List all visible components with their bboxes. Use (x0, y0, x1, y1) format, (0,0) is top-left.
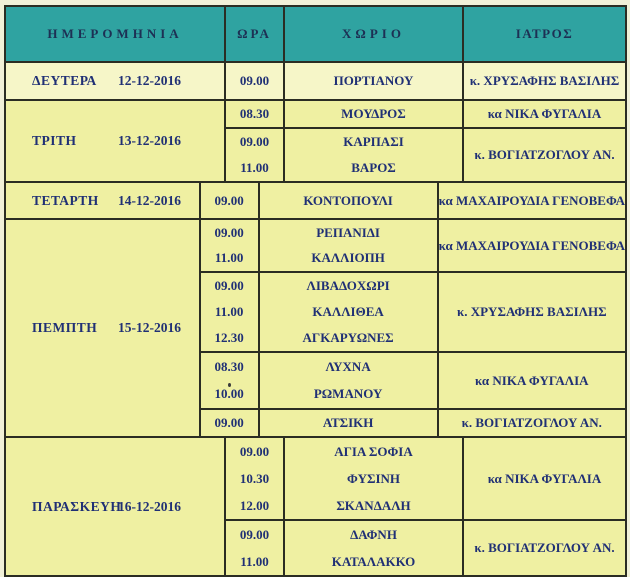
village-name: ΚΑΛΛΙΘΕΑ (312, 304, 384, 319)
date-cell: ΤΕΤΑΡΤΗ 14-12-2016 (6, 183, 201, 218)
doctor-name: κ. ΧΡΥΣΑΦΗΣ ΒΑΣΙΛΗΣ (469, 73, 620, 88)
visit-time: 09.00 (214, 278, 244, 293)
day-group-monday: ΔΕΥΤΕΡΑ 12-12-2016 09.00 ΠΟΡΤΙΑΝΟΥ κ. ΧΡ… (6, 63, 625, 99)
visit-time: 10.00 (214, 386, 244, 402)
village-name: ΠΟΡΤΙΑΝΟΥ (333, 73, 414, 88)
column-header-time: ΩΡΑ (226, 7, 285, 61)
date-cell: ΠΕΜΠΤΗ 15-12-2016 (6, 220, 201, 436)
visit-time: 09.00 (239, 443, 270, 459)
doctor-name: κα ΜΑΧΑΙΡΟΥΔΙΑ ΓΕΝΟΒΕΦΑ (438, 192, 625, 208)
column-header-village: ΧΩΡΙΟ (285, 7, 464, 61)
visit-time: 10.30 (239, 470, 270, 486)
village-name: ΡΕΠΑΝΙΔΙ (316, 224, 380, 240)
day-date: 12-12-2016 (118, 73, 181, 88)
visit-time: 09.00 (214, 192, 244, 208)
doctor-name: κα ΜΑΧΑΙΡΟΥΔΙΑ ΓΕΝΟΒΕΦΑ (438, 237, 625, 253)
day-group-friday: ΠΑΡΑΣΚΕΥΗ 16-12-2016 09.00 10.30 12.00 Α… (6, 436, 625, 575)
village-name: ΦΥΣΙΝΗ (346, 470, 401, 486)
visit-time: 09.00 (239, 134, 270, 149)
visit-time: 09.00 (214, 224, 244, 240)
doctor-name: κ. ΒΟΓΙΑΤΖΟΓΛΟΥ ΑΝ. (474, 147, 615, 162)
visit-row: 09.00 11.00 12.30 ΛΙΒΑΔΟΧΩΡΙ ΚΑΛΛΙΘΕΑ ΑΓ… (200, 271, 625, 351)
village-name: ΛΙΒΑΔΟΧΩΡΙ (306, 278, 390, 293)
scan-speck (228, 383, 231, 387)
village-name: ΜΟΥΔΡΟΣ (341, 106, 406, 121)
visit-time: 11.00 (214, 250, 244, 266)
day-name: ΠΕΜΠΤΗ (32, 320, 98, 335)
doctor-visit-schedule-table: ΗΜΕΡΟΜΗΝΙΑ ΩΡΑ ΧΩΡΙΟ ΙΑΤΡΟΣ ΔΕΥΤΕΡΑ 12-1… (4, 5, 627, 577)
visit-time: 09.00 (239, 526, 270, 542)
date-cell: ΤΡΙΤΗ 13-12-2016 (6, 101, 226, 181)
day-group-thursday: ΠΕΜΠΤΗ 15-12-2016 09.00 11.00 ΡΕΠΑΝΙΔΙ Κ… (6, 218, 625, 436)
table-header-row: ΗΜΕΡΟΜΗΝΙΑ ΩΡΑ ΧΩΡΙΟ ΙΑΤΡΟΣ (6, 7, 625, 63)
visit-row: 09.00 11.00 ΚΑΡΠΑΣΙ ΒΑΡΟΣ κ. ΒΟΓΙΑΤΖΟΓΛΟ… (226, 127, 625, 181)
village-name: ΔΑΦΝΗ (350, 526, 397, 542)
village-name: ΚΑΛΛΙΟΠΗ (311, 250, 385, 266)
visit-time: 08.30 (239, 106, 270, 121)
visit-time: 11.00 (240, 160, 269, 175)
visit-time: 12.00 (239, 497, 270, 513)
day-date: 13-12-2016 (118, 133, 181, 148)
visit-row: 08.30 ΜΟΥΔΡΟΣ κα ΝΙΚΑ ΦΥΓΑΛΙΑ (226, 101, 625, 127)
village-name: ΚΑΡΠΑΣΙ (343, 134, 404, 149)
village-name: ΑΤΣΙΚΗ (322, 415, 374, 430)
visit-row: 08.30 10.00 ΛΥΧΝΑ ΡΩΜΑΝΟΥ κα ΝΙΚΑ ΦΥΓΑΛΙ… (200, 351, 625, 408)
visit-time: 09.00 (214, 415, 244, 430)
visit-row: 09.00 11.00 ΡΕΠΑΝΙΔΙ ΚΑΛΛΙΟΠΗ κα ΜΑΧΑΙΡΟ… (201, 220, 625, 271)
visit-time: 09.00 (239, 73, 270, 88)
date-cell: ΔΕΥΤΕΡΑ 12-12-2016 (6, 63, 226, 99)
doctor-name: κα ΝΙΚΑ ΦΥΓΑΛΙΑ (487, 470, 602, 486)
visit-row: 09.00 ΚΟΝΤΟΠΟΥΛΙ κα ΜΑΧΑΙΡΟΥΔΙΑ ΓΕΝΟΒΕΦΑ (201, 183, 625, 218)
day-name: ΠΑΡΑΣΚΕΥΗ (32, 498, 122, 514)
village-name: ΑΓΙΑ ΣΟΦΙΑ (334, 443, 413, 459)
doctor-name: κα ΝΙΚΑ ΦΥΓΑΛΙΑ (487, 106, 602, 121)
doctor-name: κα ΝΙΚΑ ΦΥΓΑΛΙΑ (475, 372, 589, 388)
visit-time: 11.00 (240, 553, 269, 569)
day-name: ΤΕΤΑΡΤΗ (32, 192, 99, 208)
visit-row: 09.00 11.00 ΔΑΦΝΗ ΚΑΤΑΛΑΚΚΟ κ. ΒΟΓΙΑΤΖΟΓ… (226, 519, 625, 575)
doctor-name: κ. ΧΡΥΣΑΦΗΣ ΒΑΣΙΛΗΣ (457, 304, 607, 319)
day-group-wednesday: ΤΕΤΑΡΤΗ 14-12-2016 09.00 ΚΟΝΤΟΠΟΥΛΙ κα Μ… (6, 181, 625, 218)
visit-time: 12.30 (214, 330, 244, 345)
date-cell: ΠΑΡΑΣΚΕΥΗ 16-12-2016 (6, 438, 226, 575)
visit-time: 08.30 (214, 358, 244, 374)
day-name: ΤΡΙΤΗ (32, 133, 77, 148)
visit-row: 09.00 ΠΟΡΤΙΑΝΟΥ κ. ΧΡΥΣΑΦΗΣ ΒΑΣΙΛΗΣ (226, 63, 625, 99)
visit-row: 09.00 ΑΤΣΙΚΗ κ. ΒΟΓΙΑΤΖΟΓΛΟΥ ΑΝ. (200, 408, 625, 436)
village-name: ΑΓΚΑΡΥΩΝΕΣ (302, 330, 394, 345)
column-header-doctor: ΙΑΤΡΟΣ (515, 26, 574, 41)
village-name: ΣΚΑΝΔΑΛΗ (336, 497, 411, 513)
village-name: ΛΥΧΝΑ (325, 358, 371, 374)
day-group-tuesday: ΤΡΙΤΗ 13-12-2016 08.30 ΜΟΥΔΡΟΣ κα ΝΙΚΑ Φ… (6, 99, 625, 181)
village-name: ΡΩΜΑΝΟΥ (313, 386, 383, 402)
doctor-name: κ. ΒΟΓΙΑΤΖΟΓΛΟΥ ΑΝ. (474, 540, 615, 555)
visit-row: 09.00 10.30 12.00 ΑΓΙΑ ΣΟΦΙΑ ΦΥΣΙΝΗ ΣΚΑΝ… (226, 438, 625, 519)
visit-time: 11.00 (214, 304, 244, 319)
day-name: ΔΕΥΤΕΡΑ (32, 73, 97, 88)
day-date: 16-12-2016 (118, 498, 181, 514)
day-date: 14-12-2016 (118, 192, 181, 208)
village-name: ΚΟΝΤΟΠΟΥΛΙ (303, 192, 393, 208)
village-name: ΒΑΡΟΣ (351, 160, 396, 175)
village-name: ΚΑΤΑΛΑΚΚΟ (331, 553, 416, 569)
column-header-date: ΗΜΕΡΟΜΗΝΙΑ (6, 7, 226, 61)
day-date: 15-12-2016 (118, 320, 181, 335)
doctor-name: κ. ΒΟΓΙΑΤΖΟΓΛΟΥ ΑΝ. (461, 415, 602, 430)
